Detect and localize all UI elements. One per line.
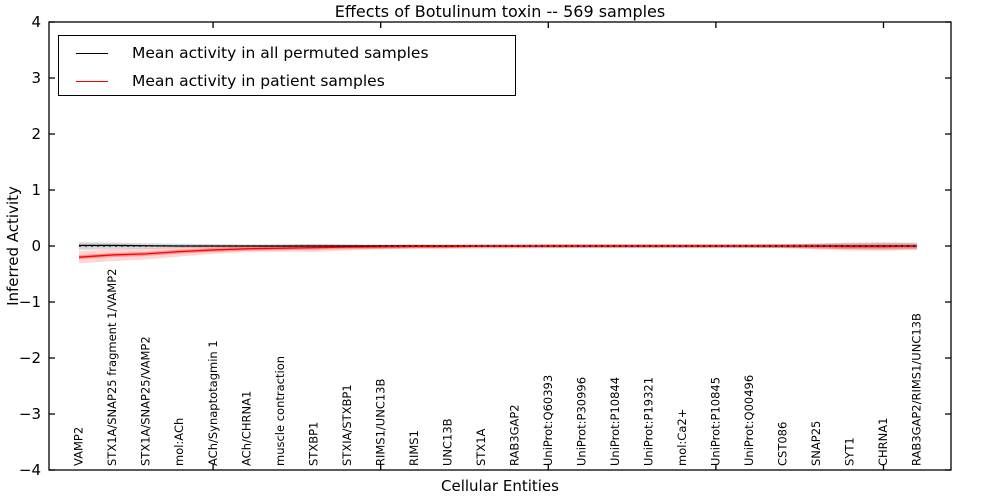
x-category-label: RIMS1/UNC13B xyxy=(373,379,387,466)
legend-entry-label: Mean activity in all permuted samples xyxy=(132,44,429,62)
x-category-label: VAMP2 xyxy=(72,427,86,466)
legend-entry-label: Mean activity in patient samples xyxy=(132,72,385,90)
y-tick-label: 3 xyxy=(31,69,41,87)
x-category-label: UniProt:P10845 xyxy=(709,377,723,466)
x-category-label: STX1A xyxy=(474,428,488,466)
patient-mean-line xyxy=(78,245,918,258)
y-tick-label: 2 xyxy=(31,125,41,143)
y-tick-label: 1 xyxy=(31,181,41,199)
legend-line-sample xyxy=(76,80,108,82)
x-category-label: STXIA/STXBP1 xyxy=(340,384,354,466)
x-category-label: CST086 xyxy=(776,422,790,466)
x-axis-title: Cellular Entities xyxy=(441,477,559,495)
x-category-label: muscle contraction xyxy=(273,356,287,466)
y-tick-label: −2 xyxy=(19,349,41,367)
legend-entry: Mean activity in all permuted samples xyxy=(59,39,515,67)
x-category-label: ACh/CHRNA1 xyxy=(239,391,253,466)
x-category-label: STXBP1 xyxy=(306,422,320,466)
x-category-label: UniProt:P10844 xyxy=(608,377,622,466)
legend: Mean activity in all permuted samples Mea… xyxy=(58,35,516,96)
legend-entry: Mean activity in patient samples xyxy=(59,67,515,95)
x-category-label: UniProt:P19321 xyxy=(642,377,656,466)
x-category-label: mol:Ca2+ xyxy=(675,409,689,466)
y-axis-title: Inferred Activity xyxy=(4,186,22,306)
x-category-label: SYT1 xyxy=(843,437,857,466)
x-category-label: RAB3GAP2 xyxy=(507,404,521,466)
y-tick-label: −3 xyxy=(19,405,41,423)
x-category-label: mol:ACh xyxy=(172,418,186,466)
x-category-label: UniProt:P30996 xyxy=(574,377,588,466)
x-category-label: SNAP25 xyxy=(809,421,823,466)
x-category-label: STX1A/SNAP25 fragment 1/VAMP2 xyxy=(105,269,119,466)
y-tick-label: 0 xyxy=(31,237,41,255)
x-category-label: UniProt:Q00496 xyxy=(742,375,756,466)
x-category-label: RIMS1 xyxy=(407,430,421,466)
x-category-label: UNC13B xyxy=(440,418,454,466)
y-tick-label: −4 xyxy=(19,461,41,479)
x-category-label: STX1A/SNAP25/VAMP2 xyxy=(139,336,153,466)
x-category-label: CHRNA1 xyxy=(876,418,890,466)
y-tick-label: −1 xyxy=(19,293,41,311)
x-category-label: ACh/Synaptotagmin 1 xyxy=(206,340,220,466)
x-category-label: UniProt:Q60393 xyxy=(541,375,555,466)
y-tick-label: 4 xyxy=(31,13,41,31)
x-category-label: RAB3GAP2/RIMS1/UNC13B xyxy=(910,313,924,466)
legend-line-sample xyxy=(76,52,108,54)
chart-title: Effects of Botulinum toxin -- 569 sample… xyxy=(334,2,666,21)
